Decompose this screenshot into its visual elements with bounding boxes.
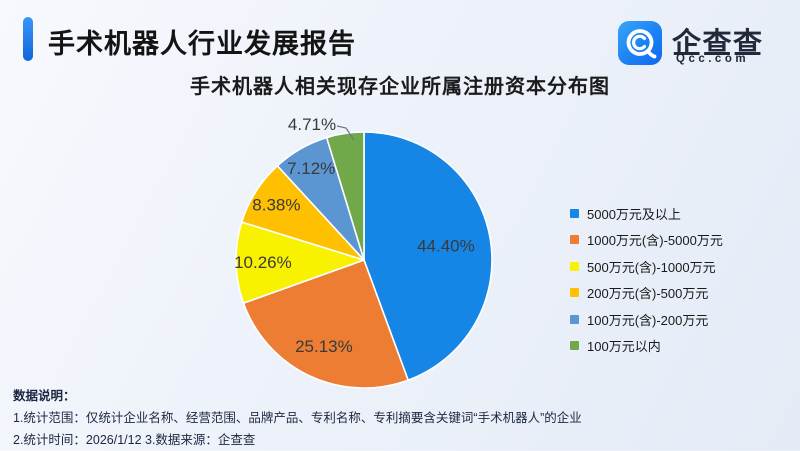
legend-label: 200万元(含)-500万元 xyxy=(587,286,709,301)
legend-item-1: 1000万元(含)-5000万元 xyxy=(570,233,723,248)
pie-slice-label-0: 44.40% xyxy=(417,236,475,255)
legend-item-0: 5000万元及以上 xyxy=(570,206,723,222)
footnotes: 数据说明： 1.统计范围：仅统计企业名称、经营范围、品牌产品、专利名称、专利摘要… xyxy=(13,385,582,451)
qcc-logo-domain: Qcc.com xyxy=(676,53,750,65)
footnote-scope: 1.统计范围：仅统计企业名称、经营范围、品牌产品、专利名称、专利摘要含关键词“手… xyxy=(13,411,582,425)
footnote-heading: 数据说明： xyxy=(13,389,76,403)
legend-swatch-icon xyxy=(570,261,579,271)
legend-item-4: 100万元(含)-200万元 xyxy=(570,312,723,328)
pie-slice-label-4: 7.12% xyxy=(287,159,335,178)
qcc-logo-icon xyxy=(618,21,662,65)
legend-swatch-icon xyxy=(570,288,579,297)
legend-label: 100万元以内 xyxy=(587,339,661,354)
legend-item-2: 500万元(含)-1000万元 xyxy=(570,259,723,275)
legend-item-5: 100万元以内 xyxy=(570,339,723,354)
legend-swatch-icon xyxy=(570,341,579,350)
pie-slice-label-1: 25.13% xyxy=(295,337,353,356)
report-title: 手术机器人行业发展报告 xyxy=(48,29,356,59)
legend-label: 1000万元(含)-5000万元 xyxy=(587,233,723,248)
title-accent-bar xyxy=(23,17,33,61)
pie-slice-2 xyxy=(235,221,365,304)
chart-title: 手术机器人相关现存企业所属注册资本分布图 xyxy=(190,76,610,98)
label-leader-line xyxy=(336,125,355,141)
qcc-logo-name: 企查查 xyxy=(672,28,764,60)
pie-slice-label-5: 4.71% xyxy=(288,115,336,134)
pie-slice-5 xyxy=(325,131,365,261)
legend-swatch-icon xyxy=(570,208,579,218)
footnote-date-source: 2.统计时间：2026/1/12 3.数据来源：企查查 xyxy=(13,433,256,447)
chart-legend: 5000万元及以上 1000万元(含)-5000万元 500万元(含)-1000万元… xyxy=(570,206,723,365)
legend-label: 100万元(含)-200万元 xyxy=(587,312,709,328)
pie-slice-label-2: 10.26% xyxy=(234,253,292,272)
legend-swatch-icon xyxy=(570,314,579,324)
legend-item-3: 200万元(含)-500万元 xyxy=(570,286,723,301)
pie-slice-0 xyxy=(363,131,493,381)
pie-slice-label-3: 8.38% xyxy=(252,196,300,215)
legend-swatch-icon xyxy=(570,235,579,244)
legend-label: 500万元(含)-1000万元 xyxy=(587,259,716,275)
pie-slice-1 xyxy=(242,259,409,389)
legend-label: 5000万元及以上 xyxy=(587,206,681,222)
qcc-logo: 企查查 Qcc.com xyxy=(618,20,788,70)
